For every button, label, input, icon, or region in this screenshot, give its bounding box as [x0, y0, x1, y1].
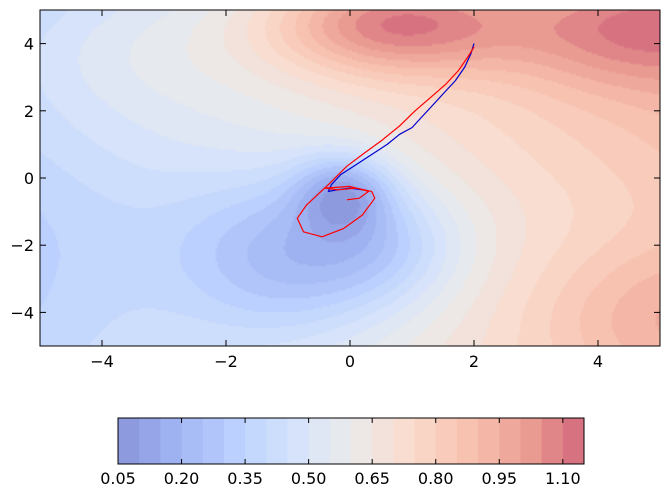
- colorbar-tick-label: 0.95: [481, 469, 517, 488]
- colorbar-band: [118, 418, 140, 464]
- y-tick-label: 2: [24, 102, 34, 121]
- x-tick-label: 4: [593, 352, 603, 371]
- colorbar-tick-label: 0.80: [418, 469, 454, 488]
- colorbar-band: [202, 418, 225, 464]
- colorbar-frame: [117, 417, 585, 465]
- colorbar-tick-label: 0.05: [100, 469, 136, 488]
- colorbar-band: [223, 418, 246, 464]
- colorbar-band: [562, 418, 585, 464]
- colorbar-band: [139, 418, 161, 464]
- colorbar-tick-label: 1.10: [545, 469, 581, 488]
- axis-tick-labels: −4 −2 0 2 4 −4 −2 0 2 4: [10, 35, 603, 371]
- y-tick-label: −4: [10, 303, 34, 322]
- colorbar-band: [520, 418, 543, 464]
- colorbar-band: [351, 418, 373, 464]
- y-tick-label: −2: [10, 236, 34, 255]
- colorbar-band: [372, 418, 394, 464]
- colorbar-band: [308, 418, 331, 464]
- colorbar-band: [456, 418, 479, 464]
- trajectory-line-1: [327, 43, 475, 192]
- contour-field: [40, 10, 660, 346]
- contour-plot-area: [40, 10, 660, 346]
- colorbar-band: [245, 418, 267, 464]
- x-tick-label: 0: [345, 352, 355, 371]
- colorbar-band: [541, 418, 564, 464]
- colorbar-band: [435, 418, 458, 464]
- colorbar-tick-label: 0.20: [164, 469, 200, 488]
- colorbar-band: [499, 418, 521, 464]
- x-tick-label: 2: [469, 352, 479, 371]
- colorbar-band: [266, 418, 288, 464]
- trajectory-line-2: [296, 46, 475, 238]
- colorbar-tick-label: 0.50: [291, 469, 327, 488]
- colorbar-band: [478, 418, 500, 464]
- y-tick-label: 4: [24, 35, 34, 54]
- colorbar-tick-label: 0.65: [354, 469, 390, 488]
- colorbar-band: [393, 418, 415, 464]
- y-tick-label: 0: [24, 169, 34, 188]
- x-tick-label: −4: [90, 352, 114, 371]
- colorbar-band: [160, 418, 182, 464]
- colorbar-band: [414, 418, 437, 464]
- x-tick-label: −2: [214, 352, 238, 371]
- colorbar-band: [287, 418, 310, 464]
- colorbar-tick-label: 0.35: [227, 469, 263, 488]
- axis-ticks: [40, 10, 660, 346]
- colorbar-band: [181, 418, 204, 464]
- colorbar: 0.05 0.20 0.35 0.50 0.65 0.80 0.95 1.10: [100, 417, 585, 488]
- trajectory-layer: [296, 43, 475, 238]
- colorbar-band: [329, 418, 352, 464]
